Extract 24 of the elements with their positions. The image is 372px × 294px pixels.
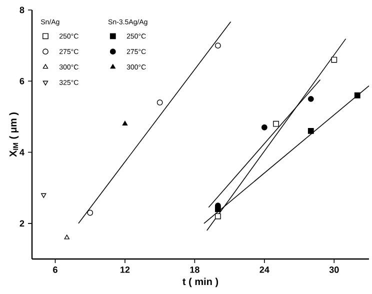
- point: [87, 210, 94, 216]
- point: [308, 128, 314, 134]
- x-tick-label: 18: [190, 266, 200, 273]
- x-axis-title: t ( min ): [182, 278, 218, 288]
- x-tick-label: 24: [260, 266, 270, 273]
- y-tick-label: 4: [20, 149, 24, 156]
- point: [261, 124, 268, 130]
- y-tick-label: 6: [20, 78, 24, 84]
- point: [41, 193, 46, 198]
- point: [214, 42, 221, 49]
- point: [331, 56, 338, 63]
- y-axis-title: X$_{IM}$ ( μm ): [9, 112, 19, 157]
- y-tick-label: 2: [20, 220, 24, 227]
- point: [122, 120, 128, 126]
- point: [64, 234, 70, 240]
- point: [214, 213, 221, 220]
- point: [354, 92, 360, 98]
- point: [156, 100, 163, 106]
- x-tick-label: 6: [53, 266, 58, 273]
- x-tick-label: 12: [120, 266, 130, 273]
- point: [308, 96, 314, 102]
- x-tick-label: 30: [329, 266, 339, 273]
- y-tick-label: 8: [20, 6, 24, 14]
- point: [273, 120, 279, 127]
